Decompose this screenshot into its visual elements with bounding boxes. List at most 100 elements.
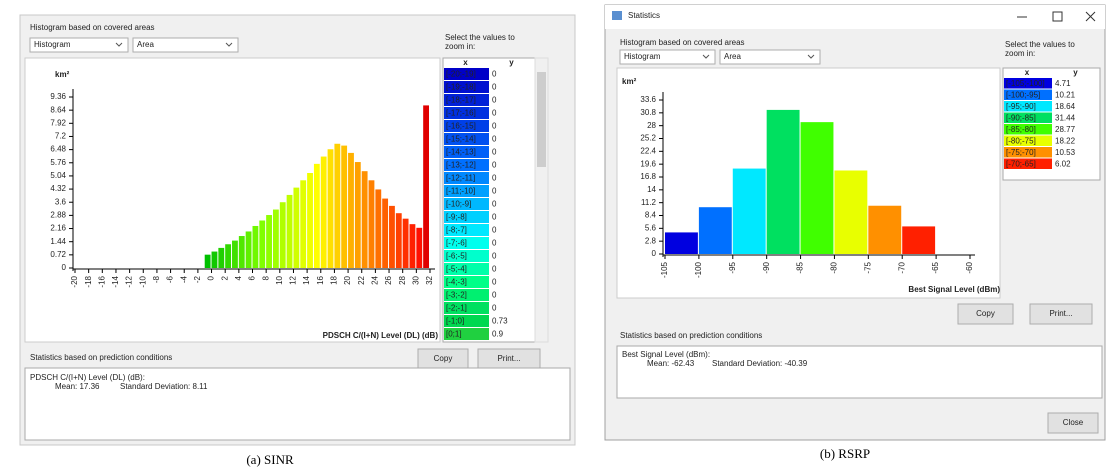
x-tick-label: 10 <box>275 275 284 284</box>
title-bar <box>605 5 1105 29</box>
button-label[interactable]: Print... <box>497 354 520 363</box>
x-tick-label: -16 <box>97 275 106 287</box>
stats-title: Statistics based on prediction condition… <box>30 353 172 362</box>
x-tick-label: -90 <box>762 261 771 273</box>
x-tick-label: -18 <box>84 275 93 287</box>
y-tick-label: 2.8 <box>645 236 657 245</box>
bar <box>293 187 300 268</box>
close-window-button[interactable] <box>1085 11 1096 22</box>
stats-measure: Best Signal Level (dBm): <box>622 350 710 359</box>
button-label[interactable]: Copy <box>434 354 453 363</box>
x-cell-text: [-3;-2] <box>446 291 467 300</box>
x-cell-text: [-4;-3] <box>446 278 467 287</box>
maximize-button[interactable] <box>1052 11 1063 22</box>
y-tick-label: 9.36 <box>50 92 66 101</box>
x-cell-text: [-6;-5] <box>446 252 467 261</box>
y-tick-label: 28 <box>647 121 656 130</box>
scroll-thumb[interactable] <box>537 72 546 167</box>
button[interactable] <box>1029 303 1093 325</box>
x-cell <box>444 224 489 236</box>
y-cell-text: 0 <box>492 252 497 261</box>
x-cell-text: [-1;0] <box>446 317 464 326</box>
dropdown[interactable] <box>132 37 239 53</box>
x-cell-text: [-95;-90] <box>1006 102 1036 111</box>
x-tick-label: -10 <box>138 275 147 287</box>
x-cell <box>444 328 489 340</box>
x-cell <box>444 120 489 132</box>
y-tick-label: 1.44 <box>50 237 66 246</box>
y-cell-text: 0 <box>492 122 497 131</box>
x-tick-label: 28 <box>398 275 407 284</box>
x-cell <box>444 198 489 210</box>
y-cell-text: 0 <box>492 148 497 157</box>
button-label[interactable]: Copy <box>976 309 995 318</box>
y-tick-label: 4.32 <box>50 184 66 193</box>
x-cell-text: [-10;-9] <box>446 200 471 209</box>
y-tick-label: 2.16 <box>50 224 66 233</box>
table-header: x <box>463 58 468 67</box>
bar <box>382 198 389 268</box>
dropdown-arrow <box>225 42 233 47</box>
y-tick-label: 2.88 <box>50 210 66 219</box>
y-cell-text: 0 <box>492 161 497 170</box>
y-tick-label: 5.6 <box>645 223 657 232</box>
bar <box>868 205 902 254</box>
bar <box>320 156 327 268</box>
y-cell-text: 0 <box>492 135 497 144</box>
x-tick-label: 24 <box>370 275 379 284</box>
x-cell-text: [-85;-80] <box>1006 125 1036 134</box>
y-tick-label: 19.6 <box>640 159 656 168</box>
dropdown-arrow <box>807 54 815 59</box>
x-axis-title: Best Signal Level (dBm) <box>908 285 1000 294</box>
y-tick-label: 0 <box>652 249 657 258</box>
x-cell <box>1004 158 1052 169</box>
bar <box>354 162 361 268</box>
stats-mean: Mean: -62.43 <box>647 359 695 368</box>
y-cell-text: 0 <box>492 291 497 300</box>
section-title: Histogram based on covered areas <box>30 23 155 32</box>
dropdown-arrow <box>115 42 123 47</box>
zoom-label: zoom in: <box>1005 49 1035 58</box>
y-tick-label: 7.92 <box>50 118 66 127</box>
y-cell-text: 0 <box>492 226 497 235</box>
app-icon <box>612 11 622 20</box>
y-cell-text: 0 <box>492 304 497 313</box>
y-tick-label: 14 <box>647 185 656 194</box>
y-cell-text: 10.21 <box>1055 90 1076 99</box>
bar <box>698 207 732 254</box>
x-cell-text: [-90;-85] <box>1006 113 1036 122</box>
bar <box>245 231 252 268</box>
stats-measure: PDSCH C/(I+N) Level (DL) (dB): <box>30 373 145 382</box>
table-header: y <box>509 58 514 67</box>
x-cell <box>444 94 489 106</box>
button[interactable] <box>1047 412 1099 434</box>
y-cell-text: 0 <box>492 213 497 222</box>
dropdown[interactable] <box>719 49 821 65</box>
x-cell-text: [-14;-13] <box>446 148 476 157</box>
y-axis-title: km² <box>55 70 70 79</box>
dropdown[interactable] <box>29 37 129 53</box>
button[interactable] <box>957 303 1014 325</box>
x-tick-label: -75 <box>863 261 872 273</box>
x-cell-text: [-105;-100] <box>1006 79 1045 88</box>
button-label[interactable]: Close <box>1063 418 1084 427</box>
x-tick-label: 18 <box>330 275 339 284</box>
dropdown[interactable] <box>619 49 716 65</box>
y-tick-label: 5.76 <box>50 158 66 167</box>
x-tick-label: 12 <box>289 275 298 284</box>
y-cell-text: 4.71 <box>1055 79 1071 88</box>
x-tick-label: -100 <box>694 261 703 278</box>
y-cell-text: 0.73 <box>492 317 508 326</box>
x-cell-text: [-13;-12] <box>446 161 476 170</box>
x-axis-title: PDSCH C/(I+N) Level (DL) (dB) <box>323 331 439 340</box>
button-label[interactable]: Print... <box>1049 309 1072 318</box>
stats-box <box>616 345 1103 399</box>
x-cell-text: [-2;-1] <box>446 304 467 313</box>
x-cell-text: [-5;-4] <box>446 265 467 274</box>
y-cell-text: 0 <box>492 174 497 183</box>
x-cell <box>444 146 489 158</box>
x-cell <box>1004 78 1052 89</box>
y-cell-text: 18.64 <box>1055 102 1076 111</box>
bar <box>307 173 313 268</box>
